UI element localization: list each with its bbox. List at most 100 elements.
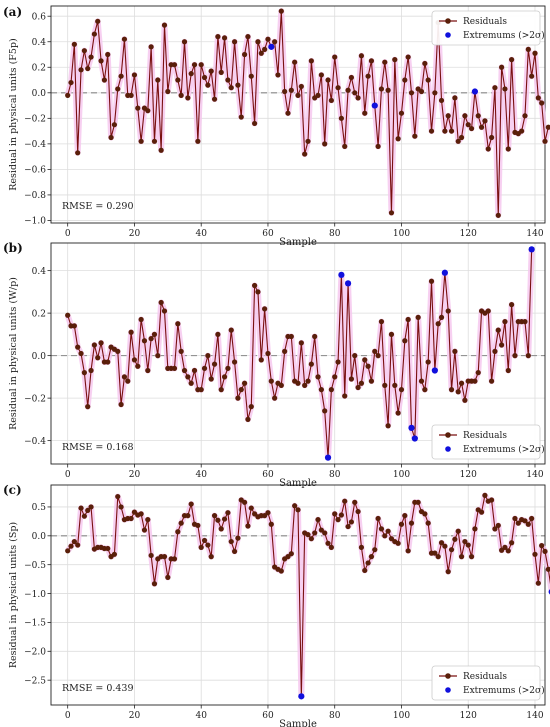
- residual-point: [171, 556, 178, 562]
- residual-point: [532, 50, 538, 56]
- residual-point: [282, 88, 288, 95]
- residual-point: [402, 513, 408, 519]
- residual-point: [218, 69, 224, 75]
- residual-point: [348, 376, 355, 382]
- residual-point: [425, 359, 431, 365]
- residual-point: [545, 124, 550, 130]
- extremum-point: [344, 280, 352, 287]
- residual-point: [355, 95, 361, 101]
- residual-point: [238, 114, 244, 120]
- residual-point: [452, 536, 458, 542]
- residual-point: [178, 348, 184, 354]
- residual-point: [385, 87, 391, 93]
- legend-box: [431, 665, 541, 701]
- residual-point: [435, 554, 441, 560]
- legend-label-extremums: Extremums (>2σ): [463, 30, 545, 41]
- residual-point: [98, 58, 104, 64]
- residual-point: [525, 353, 531, 359]
- residual-point: [195, 522, 201, 529]
- residual-point: [148, 552, 154, 559]
- residual-point: [522, 518, 528, 524]
- panel-label: (c): [3, 483, 22, 497]
- legend-residual-marker: [445, 673, 451, 679]
- residual-point: [292, 503, 298, 509]
- x-tick-label: 100: [393, 229, 410, 239]
- x-tick-label: 60: [262, 470, 274, 480]
- residual-point: [519, 128, 525, 134]
- residual-point: [231, 548, 238, 555]
- residual-point: [492, 348, 498, 354]
- residual-point: [438, 540, 445, 546]
- residual-point: [245, 523, 251, 529]
- residual-point: [398, 110, 405, 116]
- residual-point: [355, 384, 361, 391]
- x-tick-label: 60: [262, 229, 274, 239]
- residual-point: [91, 31, 97, 37]
- x-tick-label: 80: [329, 470, 341, 480]
- residual-point: [185, 513, 191, 519]
- panel-label: (b): [3, 241, 23, 255]
- y-axis-label: Residual in physical units (F5p): [8, 38, 19, 190]
- residual-point: [171, 62, 178, 68]
- residual-point: [252, 282, 258, 289]
- extremum-point: [431, 367, 438, 374]
- residual-point: [81, 513, 87, 519]
- residual-point: [502, 86, 508, 92]
- residual-point: [375, 143, 381, 150]
- residual-point: [408, 520, 415, 526]
- residual-point: [422, 511, 428, 517]
- residual-point: [108, 134, 114, 141]
- legend-label-residuals: Residuals: [463, 17, 507, 27]
- residual-point: [215, 517, 221, 523]
- residual-point: [65, 312, 71, 318]
- residual-point: [148, 44, 154, 50]
- y-tick-label: 0.4: [32, 38, 47, 48]
- residual-point: [165, 574, 171, 580]
- residual-point: [85, 507, 91, 514]
- residual-point: [81, 48, 87, 54]
- residual-point: [181, 39, 188, 45]
- residual-point: [228, 538, 234, 545]
- residual-point: [332, 374, 338, 380]
- plot-frame: [50, 242, 546, 465]
- residual-point: [208, 376, 214, 382]
- x-tick-label: 20: [129, 711, 141, 721]
- extremum-point: [371, 102, 378, 109]
- residual-point: [542, 548, 548, 555]
- residual-point: [145, 108, 151, 114]
- residual-point: [388, 331, 395, 337]
- legend-label-residuals: Residuals: [463, 431, 507, 441]
- residual-point: [425, 77, 431, 83]
- residual-point: [308, 536, 314, 542]
- residual-point: [135, 105, 141, 111]
- residual-point: [332, 511, 338, 517]
- residual-point: [442, 128, 448, 134]
- residual-point: [198, 62, 204, 68]
- residual-point: [265, 36, 271, 42]
- x-tick-label: 120: [460, 470, 477, 480]
- residual-point: [325, 77, 331, 83]
- residual-point: [85, 65, 91, 72]
- x-tick-label: 0: [65, 470, 71, 480]
- residual-point: [71, 41, 77, 47]
- residual-point: [238, 387, 244, 393]
- residual-point: [258, 357, 264, 363]
- residual-point: [178, 92, 184, 98]
- residual-point: [175, 529, 181, 535]
- residual-point: [542, 138, 548, 144]
- residual-point: [352, 353, 358, 359]
- residual-point: [115, 86, 121, 92]
- residual-point: [235, 82, 241, 88]
- residual-point: [275, 72, 281, 78]
- residual-point: [125, 378, 131, 384]
- y-tick-label: −0.2: [24, 394, 46, 404]
- residual-point: [225, 510, 231, 516]
- residual-point: [148, 336, 154, 342]
- residual-point: [372, 547, 378, 553]
- residual-point: [138, 511, 144, 517]
- residual-point: [298, 340, 304, 346]
- residual-point: [488, 134, 495, 141]
- residual-point: [529, 73, 535, 79]
- residual-point: [448, 128, 455, 134]
- residual-point: [392, 57, 398, 63]
